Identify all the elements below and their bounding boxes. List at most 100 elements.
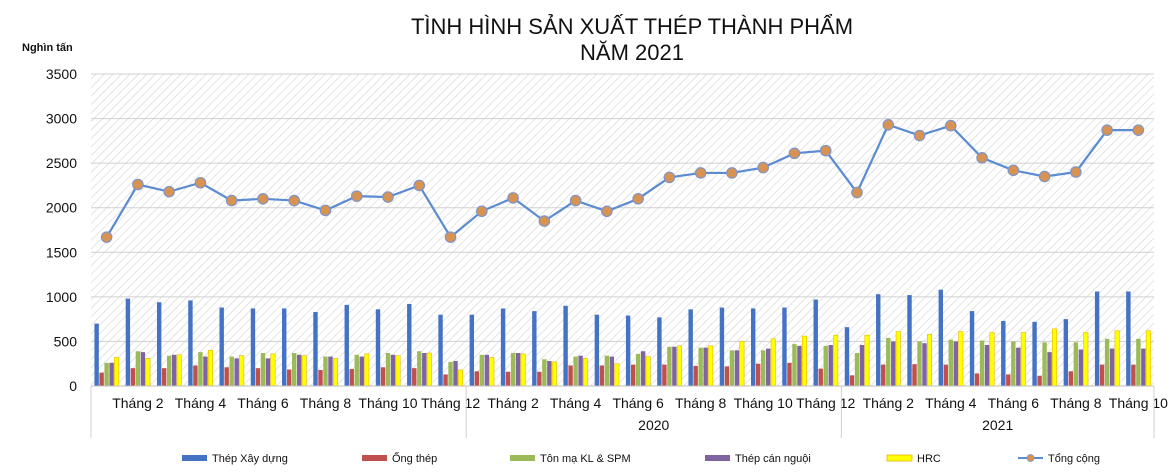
data-point [726,167,738,179]
bar [203,356,208,386]
bar [547,361,552,386]
bar [520,353,526,387]
data-point [976,151,988,164]
bar [354,354,359,386]
bar [1104,338,1110,386]
bar [833,334,839,387]
data-point [1132,124,1145,136]
bar [1145,330,1151,387]
bar [1063,319,1069,386]
data-point [132,178,144,191]
bar [797,345,802,386]
x-tick-label: Tháng 6 [612,395,664,411]
bar [260,353,266,386]
bar [479,354,485,386]
bar [734,350,740,386]
bar [422,353,427,386]
bar [927,333,933,387]
bar [886,337,891,386]
chart-subtitle: NĂM 2021 [580,40,684,65]
bar [984,344,990,386]
bar [395,355,401,387]
y-tick-label: 3500 [46,66,77,82]
x-tick-label: Tháng 6 [237,395,289,411]
data-point [819,144,832,157]
x-tick-label: Tháng 10 [734,395,793,411]
bar [573,356,578,386]
bar [161,368,167,386]
bar [510,353,516,386]
bar [1131,364,1136,386]
bar [359,356,364,386]
x-tick-label: Tháng 2 [112,395,164,411]
bar [1114,330,1120,387]
legend-swatch [362,455,387,461]
y-tick-label: 3000 [46,111,77,127]
bar [104,362,109,386]
bar [1047,352,1052,386]
bar [390,354,396,386]
bar [895,331,901,387]
bar [443,374,448,386]
bar [698,347,703,386]
bar [458,369,464,387]
bar [515,353,521,386]
bar [156,302,162,386]
data-point [319,204,332,217]
bar [760,350,766,386]
y-tick-label: 0 [69,378,77,394]
legend-label: Tôn mạ KL & SPM [540,453,631,465]
legend-item: Tổng cộng [1018,453,1100,465]
data-point [788,147,801,160]
bar [297,354,302,386]
data-point [288,194,301,207]
bar [599,365,605,386]
data-point [569,194,582,207]
bar [542,359,547,386]
bar [344,304,349,386]
bar [332,358,338,387]
bar [922,343,927,386]
bar [640,351,646,386]
bar [323,356,328,386]
bar [1001,320,1006,386]
bar [1042,342,1047,386]
legend-swatch [182,455,207,461]
bar [135,351,141,386]
bar [94,323,99,386]
data-point [100,231,113,243]
bar [750,308,756,386]
data-point [913,129,926,142]
bar [818,368,823,386]
bar [1136,338,1141,386]
data-point [163,185,175,198]
bar [417,351,422,386]
legend-label: Ống thép [392,451,437,465]
bar [255,368,261,386]
x-tick-label: Tháng 10 [358,395,417,411]
bar [719,307,725,386]
bar [739,341,745,387]
bar [583,358,589,387]
data-point [757,161,769,174]
bar [755,363,761,386]
legend-item: Ống thép [362,451,437,465]
x-tick-label: Tháng 6 [988,395,1040,411]
bar [1037,375,1042,386]
x-tick-label: Tháng 4 [550,395,602,411]
bar [859,344,865,386]
x-tick-label: Tháng 4 [925,395,977,411]
legend-item: Thép cán nguội [705,453,811,465]
data-point [350,190,363,202]
data-point [1101,124,1113,136]
bar [823,345,828,386]
bar [645,356,651,387]
bar [765,348,771,386]
bar [385,353,391,386]
bar [426,352,432,387]
bar [207,350,213,387]
bar [171,354,177,386]
bar [864,334,870,387]
